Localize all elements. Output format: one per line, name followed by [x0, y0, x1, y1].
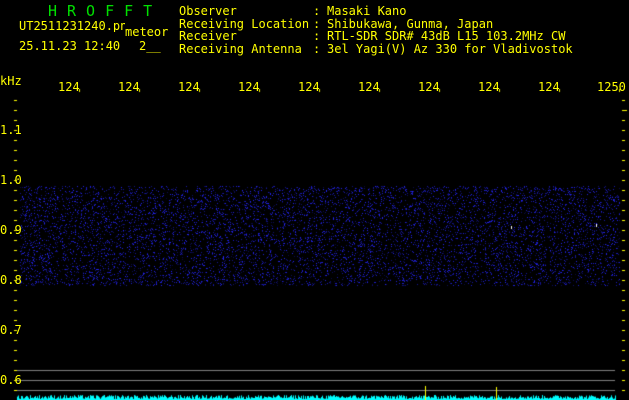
info-value: Masaki Kano: [327, 4, 407, 18]
y-tick-label: 0.8: [0, 273, 22, 287]
info-colon: :: [313, 4, 321, 18]
x-freq-label: 1245: [298, 81, 319, 93]
info-label: Receiver: [179, 29, 237, 43]
y-tick-label: 0.6: [0, 373, 22, 387]
file-datetime: 25.11.23 12:40: [19, 39, 121, 53]
x-freq-label: 1250: [597, 80, 626, 94]
x-freq-label: 1247: [418, 81, 439, 93]
info-label: Receiving Antenna: [179, 41, 302, 56]
info-value: 3el Yagi(V) Az 330 for Vladivostok: [327, 41, 573, 56]
info-label: Observer: [179, 4, 237, 18]
file-name: UT2511231240.png: [19, 20, 125, 32]
x-freq-label: 1244: [238, 81, 259, 93]
info-colon: :: [313, 29, 321, 43]
y-axis-unit: kHz: [0, 74, 22, 88]
info-value: RTL-SDR SDR# 43dB L15 103.2MHz CW: [327, 29, 566, 43]
y-tick-label: 1.0: [0, 173, 22, 187]
x-freq-label: 1243: [178, 81, 199, 93]
info-value: Shibukawa, Gunma, Japan: [327, 16, 494, 31]
y-tick-label: 1.1: [0, 123, 22, 137]
x-freq-label: 1248: [478, 81, 499, 93]
y-tick-label: 0.7: [0, 323, 22, 337]
x-freq-label: 1249: [538, 81, 559, 93]
y-tick-label: 0.9: [0, 223, 22, 237]
x-freq-label: 1242: [118, 81, 139, 93]
info-colon: :: [313, 41, 321, 56]
info-label: Receiving Location: [179, 16, 310, 31]
info-colon: :: [313, 16, 321, 31]
mode-label: meteor: [125, 25, 169, 39]
x-freq-label: 1246: [358, 81, 379, 93]
mode-sub: 2__: [139, 39, 161, 53]
app-title: HROFFT: [48, 2, 163, 20]
